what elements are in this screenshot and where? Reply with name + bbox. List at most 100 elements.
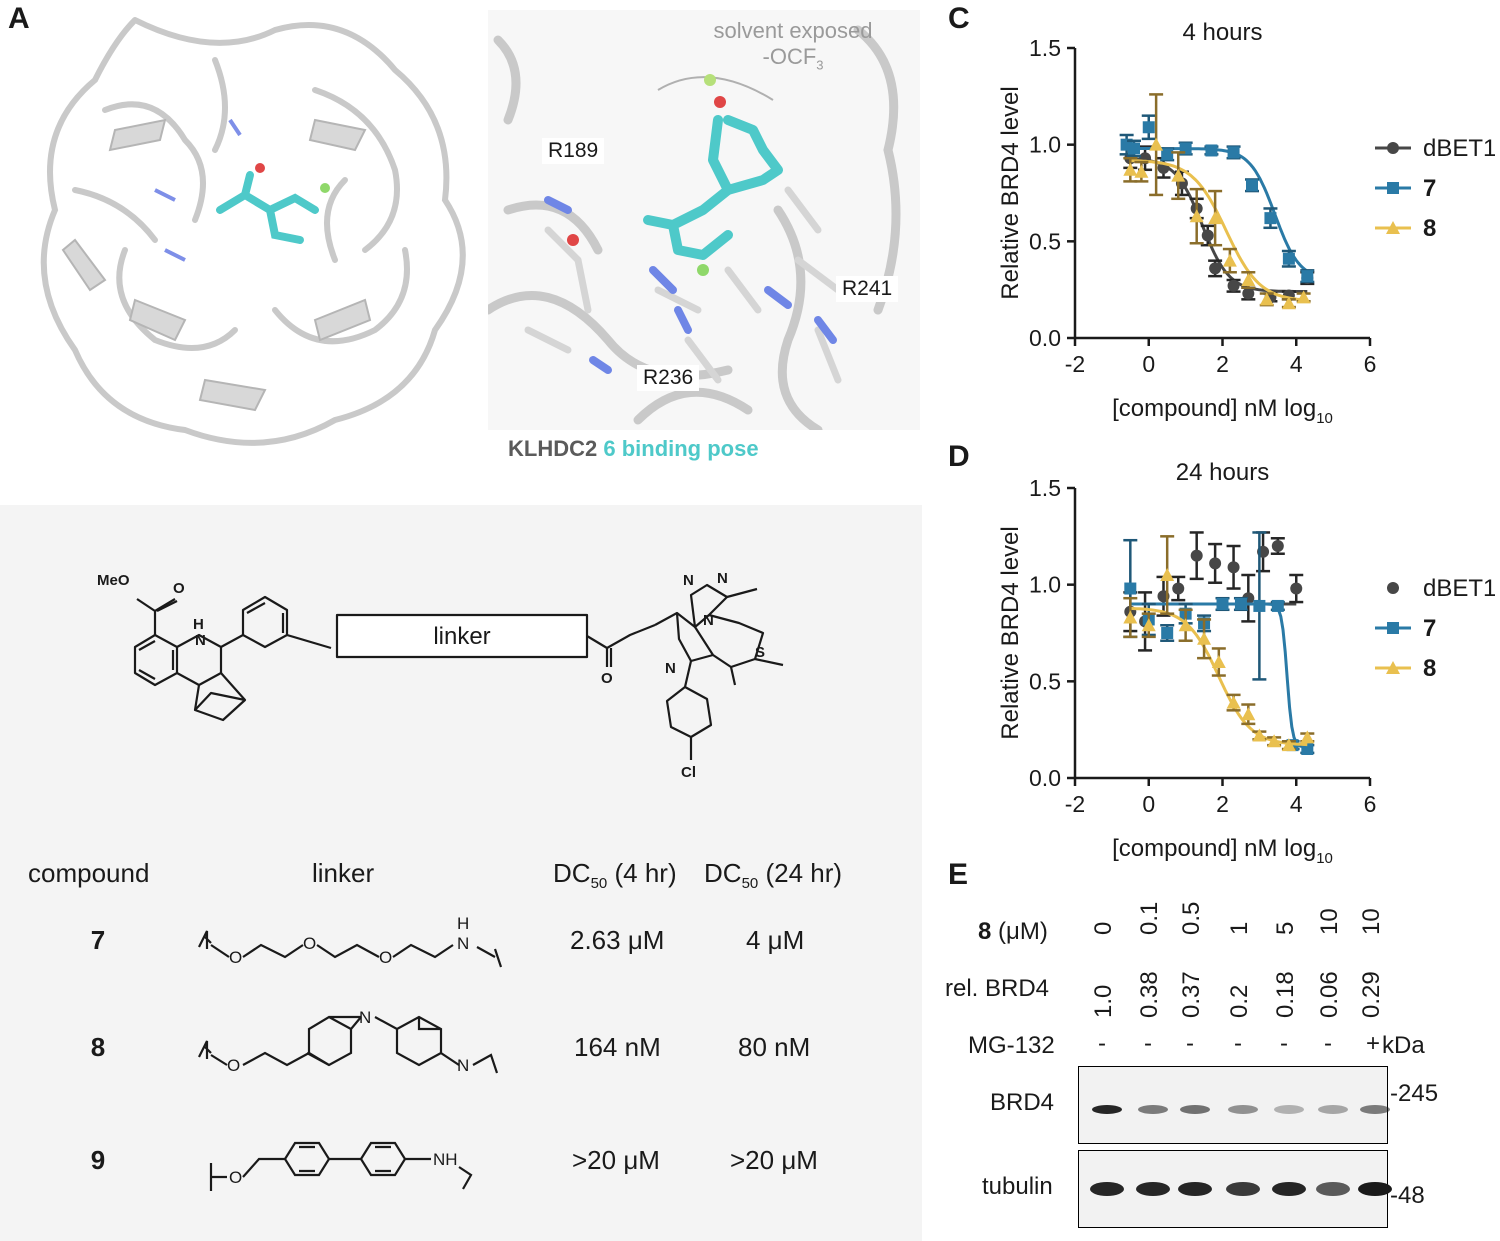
blot-band-brd4 (1180, 1104, 1210, 1114)
row-9-compound: 9 (90, 1145, 106, 1175)
chart-c-legend-label-dBET1: dBET1 (1423, 135, 1495, 162)
chart-c-point-8 (1171, 168, 1186, 182)
chart-d-xtick-label: 2 (1216, 791, 1229, 817)
residue-label-r241: R241 (836, 276, 899, 302)
chart-d-point-7 (1161, 627, 1174, 639)
chart-d-point-dBET1 (1209, 557, 1222, 570)
chart-d-legend-marker-8 (1386, 661, 1400, 674)
chart-c-point-7 (1128, 142, 1140, 155)
conc-value-2: 0.5 (1178, 901, 1205, 935)
atom-n-b: N (717, 570, 728, 587)
residue-label-r236: R236 (637, 365, 700, 391)
header-dc50-4hr: DC50 (4 hr) (553, 858, 677, 892)
chart-c-point-8 (1241, 273, 1256, 286)
chart-d-legend-marker-7 (1387, 622, 1399, 634)
panel-label-a: A (8, 2, 30, 35)
header-dc-24: DC (704, 858, 742, 888)
chart-d-point-8 (1300, 730, 1315, 744)
chart-c-ytick-label: 0.0 (1029, 325, 1061, 351)
blot-band-brd4 (1274, 1104, 1304, 1114)
row-9-linker-structure: O NH (209, 1141, 473, 1191)
chart-c-point-dBET1 (1201, 229, 1214, 242)
rel-value-5: 0.06 (1316, 971, 1343, 1018)
chart-d-point-7 (1234, 598, 1247, 610)
chart-c-legend-label-7: 7 (1423, 175, 1436, 202)
chart-d-point-8 (1267, 734, 1282, 748)
blot-label-brd4: BRD4 (990, 1089, 1055, 1116)
chart-d-point-8 (1197, 631, 1212, 645)
chart-d-point-dBET1 (1271, 540, 1284, 552)
chart-c-point-7 (1142, 121, 1155, 134)
chart-c-point-8 (1134, 164, 1149, 178)
conc-value-1: 0.1 (1136, 901, 1163, 935)
chart-c-ytick-label: 0.5 (1029, 228, 1061, 254)
conc-value-6: 10 (1358, 908, 1385, 935)
panel-label-e: E (948, 858, 969, 891)
chart-d-point-dBET1 (1227, 561, 1240, 574)
chart-d-point-7 (1216, 598, 1229, 610)
chart-d-xtick-label: 6 (1364, 791, 1377, 817)
chart-d-point-8 (1226, 695, 1241, 709)
row-7-atom-n: N (457, 934, 469, 953)
chart-c-point-7 (1227, 146, 1240, 159)
chart-c-point-dBET1 (1242, 287, 1255, 300)
rel-row-label: rel. BRD4 (945, 975, 1050, 1002)
blot-brd4 (1078, 1066, 1390, 1144)
mg132-value-0: - (1098, 1030, 1106, 1057)
chart-c-point-7 (1301, 270, 1314, 283)
blot-band-tubulin (1178, 1182, 1212, 1196)
blot-band-brd4 (1360, 1104, 1390, 1114)
atom-n-c: N (703, 612, 714, 629)
atom-n-a: N (683, 572, 694, 589)
chart-d-ytick-label: 1.5 (1029, 475, 1061, 501)
rel-value-3: 0.2 (1226, 984, 1253, 1018)
conc-value-0: 0 (1090, 921, 1117, 935)
chart-c-point-7 (1205, 144, 1218, 157)
row-7-linker-structure: O O O N H (198, 914, 503, 968)
chart-c-point-8 (1123, 162, 1138, 176)
chart-c-legend-marker-dBET1 (1387, 142, 1399, 154)
chart-d-xtick-label: 0 (1142, 791, 1155, 817)
chart-d-legend-label-7: 7 (1423, 615, 1436, 642)
header-dc-4-time: (4 hr) (614, 858, 677, 888)
chart-d-title: 24 hours (1176, 459, 1269, 486)
conc-value-5: 10 (1316, 908, 1343, 935)
chart-c-xtick-label: 0 (1142, 351, 1155, 377)
chart-c-point-dBET1 (1227, 279, 1240, 292)
row-8-dc50-4hr: 164 nM (574, 1032, 661, 1062)
mg132-value-6: + (1366, 1030, 1381, 1057)
row-8-compound: 8 (90, 1032, 106, 1062)
atom-cl: Cl (681, 764, 696, 781)
chart-d-xtick-label: 4 (1290, 791, 1303, 817)
blot-band-tubulin (1272, 1182, 1306, 1196)
chart-c-point-8 (1259, 292, 1274, 306)
conc-value-4: 5 (1272, 921, 1299, 935)
chart-c-ytick-label: 1.0 (1029, 132, 1061, 158)
chart-c-xlabel: [compound] nM log10 (1112, 395, 1333, 427)
rel-value-2: 0.37 (1178, 971, 1205, 1018)
chart-d-point-7 (1253, 599, 1266, 612)
chart-c-ylabel: Relative BRD4 level (997, 86, 1024, 299)
blot-band-tubulin (1316, 1182, 1350, 1196)
protein-overview-render (40, 17, 466, 446)
atom-s: S (755, 644, 765, 661)
row-7-dc50-24hr: 4 μM (746, 925, 805, 955)
chart-d-point-8 (1281, 738, 1296, 752)
chart-d-point-7 (1124, 582, 1137, 595)
chart-c-legend-marker-7 (1387, 182, 1399, 194)
atom-o-ketone: O (601, 670, 613, 687)
rel-value-0: 1.0 (1090, 984, 1117, 1018)
chart-c-legend-marker-8 (1386, 221, 1400, 234)
header-dc-4: DC (553, 858, 591, 888)
chart-d-point-8 (1178, 618, 1193, 632)
chart-d-ytick-label: 0.5 (1029, 668, 1061, 694)
panel-label-c: C (948, 2, 970, 35)
header-dc-4-sub: 50 (590, 875, 608, 893)
chart-c-point-7 (1264, 212, 1277, 225)
chart-c-4-hours: 4 hours 0.0 0.5 1.0 1.5 -2 0 2 4 6 Relative BRD4 l… (997, 19, 1495, 427)
atom-n-d: N (665, 660, 676, 677)
chart-c-legend-label-8: 8 (1423, 215, 1436, 242)
header-compound: compound (28, 858, 150, 888)
chart-c-fit-8 (1130, 159, 1304, 302)
blot-band-tubulin (1358, 1182, 1392, 1196)
